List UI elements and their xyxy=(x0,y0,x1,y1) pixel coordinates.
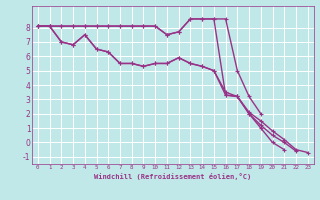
X-axis label: Windchill (Refroidissement éolien,°C): Windchill (Refroidissement éolien,°C) xyxy=(94,173,252,180)
